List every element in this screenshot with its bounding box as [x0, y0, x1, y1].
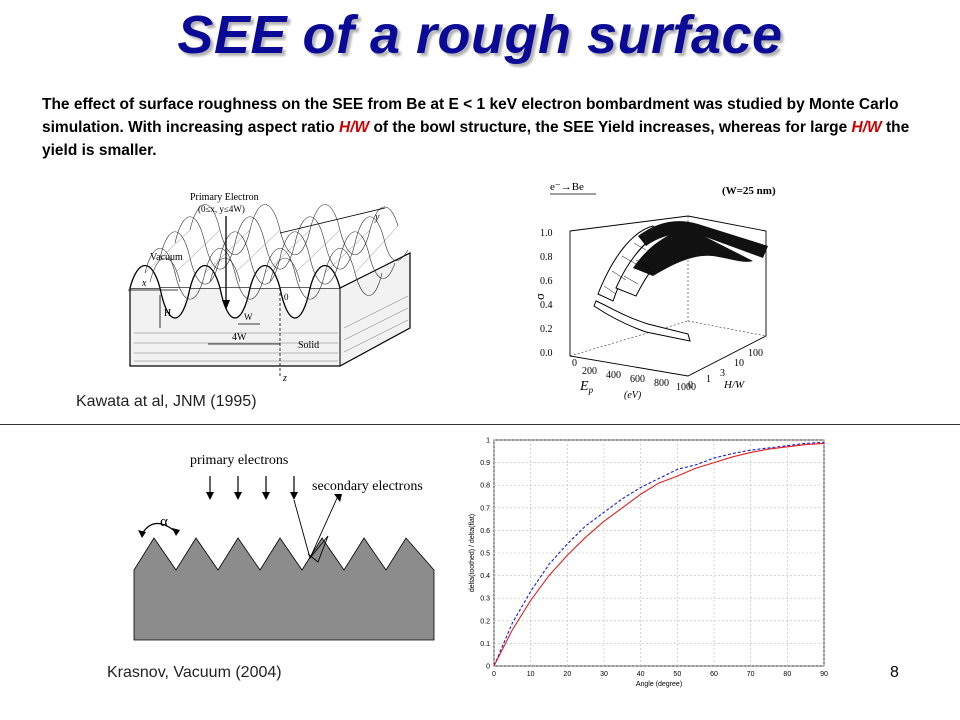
y-axis-label: y [374, 212, 380, 223]
aspect-ratio-term-1: H/W [339, 119, 370, 136]
four-w-label: 4W [232, 332, 247, 343]
y-tick-label: 0.8 [480, 483, 490, 490]
y-tick-label: 0.9 [480, 460, 490, 467]
x-tick-label: 10 [527, 671, 535, 678]
hw-tick: 0 [688, 380, 693, 391]
aspect-ratio-term-2: H/W [851, 119, 882, 136]
x-tick-label: 60 [710, 671, 718, 678]
hw-tick: 1 [706, 374, 711, 385]
hw-tick: 10 [734, 358, 744, 369]
x-tick-label: 40 [637, 671, 645, 678]
height-label: H [164, 308, 171, 319]
sigma-label: σ [538, 293, 547, 300]
y-tick-label: 0 [486, 664, 490, 671]
x-tick-label: 20 [563, 671, 571, 678]
series-line-0 [493, 441, 825, 667]
alpha-label: α [160, 514, 168, 530]
top-caption: Kawata at al, JNM (1995) [76, 393, 257, 410]
ep-unit-label: (eV) [624, 390, 642, 401]
primary-electrons-label: primary electrons [190, 453, 288, 468]
y-tick-label: 0.6 [480, 528, 490, 535]
z-tick: 1.0 [540, 228, 553, 239]
intro-part-2: of the bowl structure, the SEE Yield inc… [369, 119, 852, 136]
bottom-caption: Krasnov, Vacuum (2004) [107, 664, 282, 681]
z-tick: 0.8 [540, 252, 553, 263]
intro-part-3: the yield is smaller. [42, 119, 910, 159]
section-divider [0, 424, 960, 425]
x-tick-label: 70 [747, 671, 755, 678]
hw-tick: 100 [748, 348, 763, 359]
ep-tick: 200 [582, 366, 597, 377]
width-note: (W=25 nm) [722, 185, 776, 197]
y-axis-title: delta(toothed) / delta(flat) [469, 514, 476, 592]
primary-electron-label: Primary Electron [190, 192, 259, 203]
x-tick-label: 30 [600, 671, 608, 678]
z-tick: 0.0 [540, 348, 553, 359]
x-tick-label: 0 [492, 671, 496, 678]
x-tick-label: 50 [673, 671, 681, 678]
x-tick-label: 80 [783, 671, 791, 678]
ep-tick: 600 [630, 374, 645, 385]
y-tick-label: 0.7 [480, 505, 490, 512]
x-tick-label: 90 [820, 671, 828, 678]
hw-tick: 3 [720, 368, 725, 379]
bowl-surface-figure: x y z 0 Primary Electron (0≤x, y≤4W) Vac… [128, 192, 411, 384]
yield-ratio-chart: 0 10 20 30 40 50 60 70 80 90 0 0.1 0.2 0.3 0.4 0.5 0.6 0.… [469, 438, 828, 689]
page-number: 8 [890, 664, 899, 681]
y-tick-label: 0.1 [480, 641, 490, 648]
y-tick-label: 0.4 [480, 573, 490, 580]
z-tick: 0.6 [540, 276, 553, 287]
ep-tick: 400 [606, 370, 621, 381]
y-tick-label: 0.5 [480, 551, 490, 558]
x-axis-label: x [141, 278, 147, 289]
toothed-surface-figure: primary electrons secondary electrons α [133, 453, 435, 641]
primary-electron-range: (0≤x, y≤4W) [198, 204, 245, 214]
width-label: W [244, 312, 253, 322]
z-axis-label: z [282, 373, 287, 384]
hw-axis-label: H/W [723, 379, 745, 391]
series-line-1 [493, 442, 825, 667]
vacuum-label: Vacuum [150, 252, 183, 263]
y-tick-label: 0.3 [480, 596, 490, 603]
y-tick-label: 0.2 [480, 618, 490, 625]
ep-tick: 800 [654, 378, 669, 389]
y-tick-label: 1 [486, 438, 490, 445]
x-axis-title: Angle (degree) [636, 681, 682, 688]
ep-tick: 0 [572, 358, 577, 369]
origin-label: 0 [284, 292, 289, 302]
reaction-label: e⁻→Be [550, 181, 584, 193]
intro-part-1: The effect of surface roughness on the S… [42, 96, 899, 136]
ep-axis-label: Ep [579, 379, 594, 395]
ep-tick: 1000 [676, 382, 696, 393]
z-tick: 0.2 [540, 324, 553, 335]
solid-label: Solid [298, 340, 319, 351]
secondary-electrons-label: secondary electrons [312, 479, 423, 494]
slide-title: SEE of a rough surface [177, 5, 783, 65]
z-tick: 0.4 [540, 300, 553, 311]
intro-text: The effect of surface roughness on the S… [42, 93, 922, 162]
yield-3d-figure: e⁻→Be (W=25 nm) 1.0 0.8 0.6 0.4 0.2 0.0 … [538, 181, 776, 401]
